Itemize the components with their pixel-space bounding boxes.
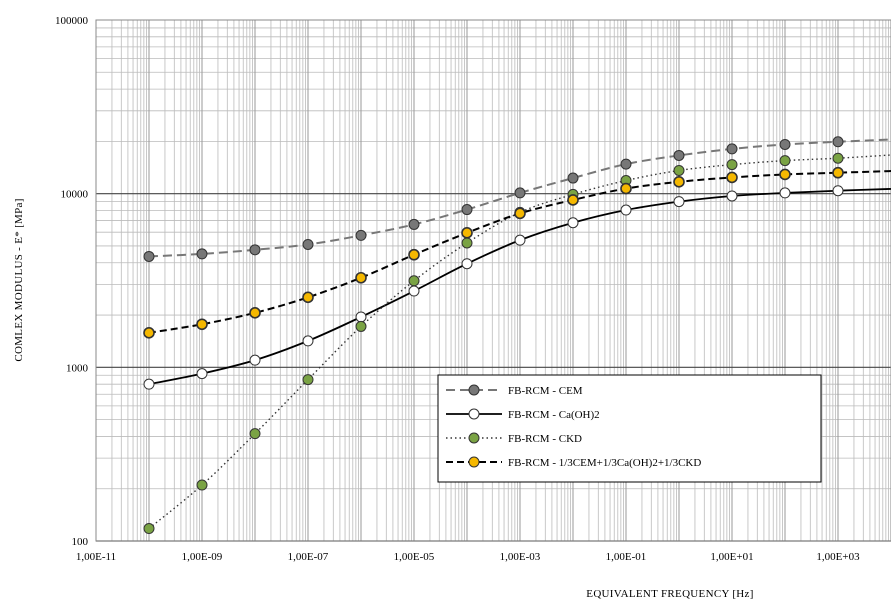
legend-marker [468,384,480,396]
y-axis-label: COMLEX MODULUS - E* [MPa] [13,198,25,361]
tick-labels: 1,00E-11 1,00E-09 1,00E-07 1,00E-05 1,00E-03… [55,15,860,563]
data-point [143,378,155,390]
data-point [514,234,526,246]
data-point [249,354,261,366]
data-point [355,311,367,323]
data-point [408,218,420,230]
data-point [302,291,314,304]
data-point [514,187,526,199]
data-point [514,207,526,220]
data-point [779,138,791,150]
data-point [143,250,155,262]
legend: FB-RCM - CEM FB-RCM - Ca(OH)2 FB-RCM - CKD… [437,374,822,483]
data-point [673,176,685,188]
data-point [196,479,208,491]
x-tick-label: 1,00E-07 [288,551,329,563]
legend-entry-label: FB-RCM - Ca(OH)2 [508,409,600,421]
data-point [408,248,420,261]
data-point [461,227,473,239]
data-point [249,428,261,440]
data-point [302,335,314,347]
x-tick-label: 1,00E-09 [182,551,223,563]
data-point [779,168,791,181]
data-point [355,229,367,241]
data-point [567,194,579,206]
data-point [302,374,314,386]
data-point [779,155,791,167]
data-point [355,320,367,332]
series-line-0 [148,138,891,258]
data-point [726,171,738,184]
data-point [408,275,420,287]
data-point [726,190,738,202]
minor-grid [96,20,891,541]
legend-entry-label: FB-RCM - 1/3CEM+1/3Ca(OH)2+1/3CKD [508,457,701,469]
data-point [461,204,473,216]
legend-box [437,374,822,483]
data-point [673,149,685,161]
y-tick-label: 100000 [55,15,89,27]
series-markers [143,136,844,535]
data-point [620,204,632,216]
data-point [832,152,844,164]
data-point [673,164,685,176]
data-point [408,285,420,297]
plot-area-frame [95,19,891,542]
legend-entry-label: FB-RCM - CKD [508,433,582,445]
y-tick-label: 1000 [66,362,89,374]
data-point [832,166,844,179]
data-point [832,185,844,197]
data-point [620,182,632,195]
data-point [196,368,208,380]
data-point [461,258,473,270]
data-point [779,187,791,199]
data-point [726,143,738,155]
data-point [143,523,155,535]
data-point [302,238,314,250]
data-point [832,136,844,148]
data-point [355,271,367,284]
y-tick-label: 10000 [61,189,89,201]
data-point [726,159,738,171]
data-point [143,327,155,339]
data-point [249,244,261,256]
data-point [567,217,579,229]
legend-marker [468,408,480,420]
data-point [673,196,685,208]
data-point [249,307,261,319]
legend-marker [468,456,480,468]
legend-marker [468,432,480,444]
x-tick-label: 1,00E-01 [606,551,647,563]
data-point [567,172,579,184]
legend-entry-label: FB-RCM - CEM [508,385,583,397]
x-tick-label: 1,00E-05 [394,551,435,563]
data-point [196,248,208,260]
data-point [461,237,473,249]
x-tick-label: 1,00E-11 [76,551,116,563]
x-tick-label: 1,00E+03 [816,551,860,563]
x-tick-label: 1,00E+01 [710,551,753,563]
data-point [620,158,632,170]
series-line-2 [148,154,891,530]
y-tick-label: 100 [72,536,89,548]
x-axis-label: EQUIVALENT FREQUENCY [Hz] [586,588,753,600]
x-tick-label: 1,00E-03 [500,551,541,563]
data-point [196,318,208,331]
